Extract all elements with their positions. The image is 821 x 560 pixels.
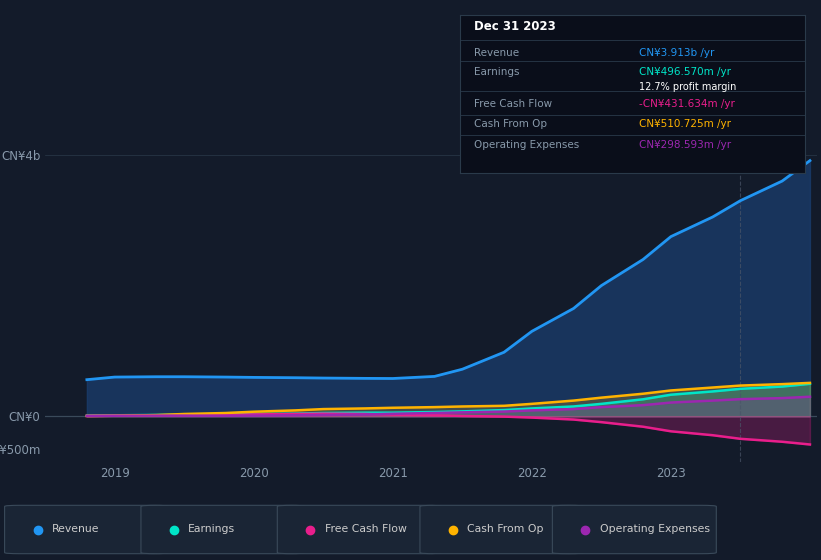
Text: -CN¥431.634m /yr: -CN¥431.634m /yr: [640, 99, 736, 109]
FancyBboxPatch shape: [5, 505, 168, 554]
Text: Cash From Op: Cash From Op: [474, 119, 547, 129]
Text: Operating Expenses: Operating Expenses: [474, 140, 579, 150]
Text: Earnings: Earnings: [474, 67, 520, 77]
Text: CN¥298.593m /yr: CN¥298.593m /yr: [640, 140, 732, 150]
FancyBboxPatch shape: [553, 505, 716, 554]
Text: Free Cash Flow: Free Cash Flow: [474, 99, 552, 109]
Text: Operating Expenses: Operating Expenses: [599, 525, 709, 534]
Text: Revenue: Revenue: [52, 525, 99, 534]
Text: 12.7% profit margin: 12.7% profit margin: [640, 82, 736, 92]
Text: CN¥496.570m /yr: CN¥496.570m /yr: [640, 67, 732, 77]
FancyBboxPatch shape: [420, 505, 584, 554]
Text: CN¥3.913b /yr: CN¥3.913b /yr: [640, 48, 715, 58]
Text: Earnings: Earnings: [188, 525, 236, 534]
Text: CN¥510.725m /yr: CN¥510.725m /yr: [640, 119, 732, 129]
FancyBboxPatch shape: [277, 505, 441, 554]
Text: Free Cash Flow: Free Cash Flow: [324, 525, 406, 534]
FancyBboxPatch shape: [141, 505, 305, 554]
Text: Cash From Op: Cash From Op: [467, 525, 544, 534]
Text: Revenue: Revenue: [474, 48, 519, 58]
Text: Dec 31 2023: Dec 31 2023: [474, 20, 556, 32]
